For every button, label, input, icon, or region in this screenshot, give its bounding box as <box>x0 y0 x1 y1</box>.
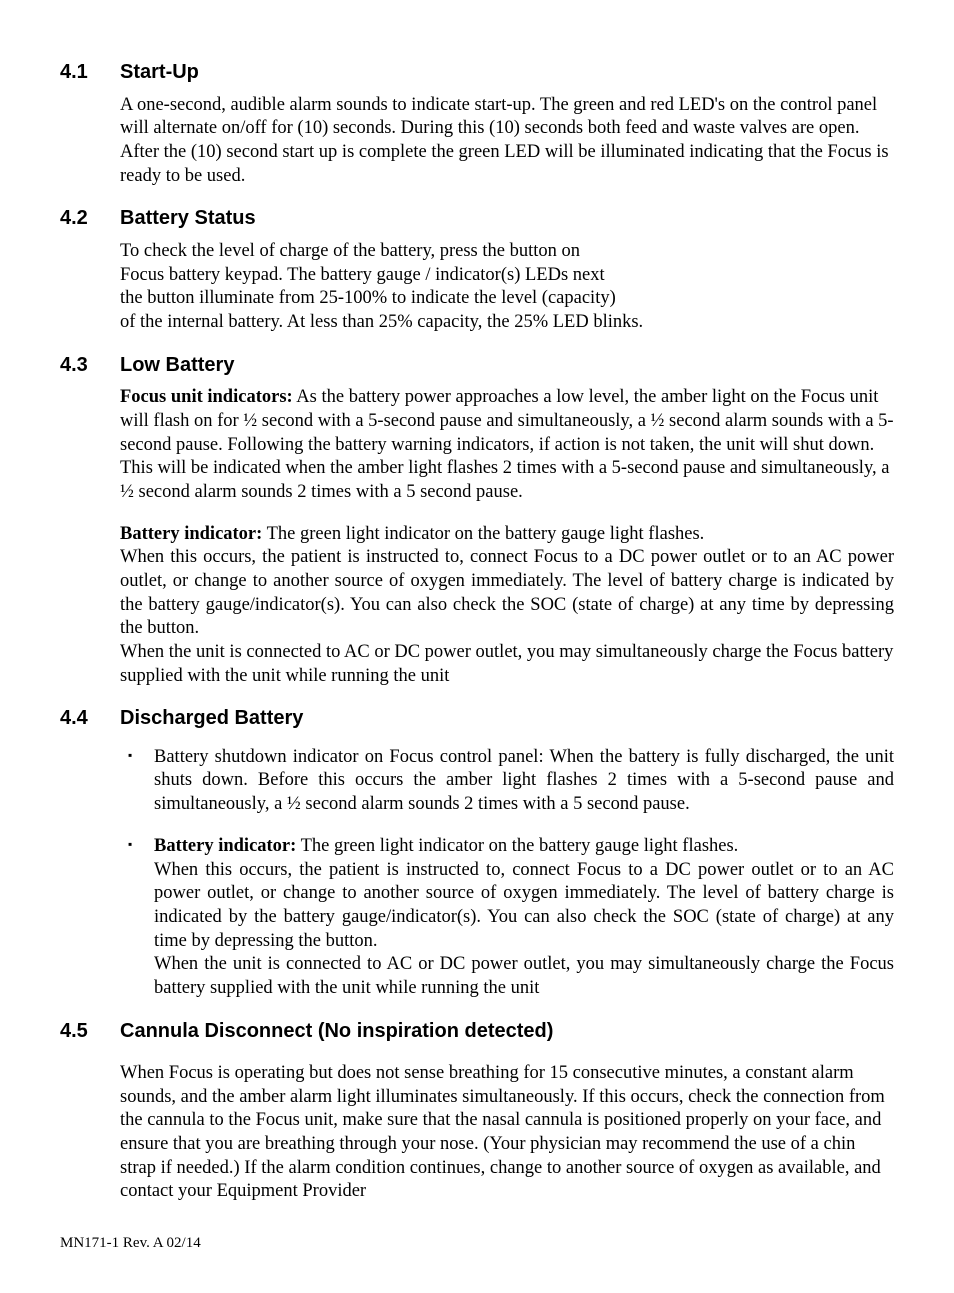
paragraph-text: Battery shutdown indicator on Focus cont… <box>154 747 894 814</box>
section-4-4: 4.4 Discharged Battery Battery shutdown … <box>60 706 894 1000</box>
paragraph-line: of the internal battery. At less than 25… <box>120 311 894 335</box>
section-title: Battery Status <box>120 206 256 232</box>
paragraph: A one-second, audible alarm sounds to in… <box>120 94 894 189</box>
paragraph: When Focus is operating but does not sen… <box>120 1062 894 1204</box>
section-number: 4.4 <box>60 706 120 732</box>
section-number: 4.5 <box>60 1019 120 1045</box>
section-number: 4.3 <box>60 353 120 379</box>
run-in-label: Battery indicator: <box>120 524 262 544</box>
section-number: 4.2 <box>60 206 120 232</box>
document-page: 4.1 Start-Up A one-second, audible alarm… <box>0 0 954 1293</box>
section-4-2: 4.2 Battery Status To check the level of… <box>60 206 894 334</box>
paragraph-line: Focus battery keypad. The battery gauge … <box>120 264 894 288</box>
section-heading: 4.4 Discharged Battery <box>60 706 894 732</box>
section-body: To check the level of charge of the batt… <box>120 240 894 335</box>
section-4-5: 4.5 Cannula Disconnect (No inspiration d… <box>60 1019 894 1205</box>
paragraph: Battery indicator: The green light indic… <box>120 523 894 547</box>
section-4-1: 4.1 Start-Up A one-second, audible alarm… <box>60 60 894 188</box>
section-title: Discharged Battery <box>120 706 303 732</box>
section-title: Start-Up <box>120 60 199 86</box>
section-heading: 4.2 Battery Status <box>60 206 894 232</box>
paragraph-text: The green light indicator on the battery… <box>262 524 704 544</box>
run-in-label: Battery indicator: <box>154 836 296 856</box>
paragraph-line: the button illuminate from 25-100% to in… <box>120 287 894 311</box>
section-body: When Focus is operating but does not sen… <box>120 1062 894 1204</box>
list-item: Battery indicator: The green light indic… <box>120 835 894 1001</box>
run-in-label: Focus unit indicators: <box>120 387 293 407</box>
paragraph: When this occurs, the patient is instruc… <box>120 546 894 641</box>
paragraph-text: The green light indicator on the battery… <box>296 836 738 856</box>
paragraph: When this occurs, the patient is instruc… <box>154 859 894 954</box>
paragraph: When the unit is connected to AC or DC p… <box>120 641 894 688</box>
section-body: A one-second, audible alarm sounds to in… <box>120 94 894 189</box>
paragraph: When the unit is connected to AC or DC p… <box>154 953 894 1000</box>
section-title: Low Battery <box>120 353 234 379</box>
list-item: Battery shutdown indicator on Focus cont… <box>120 746 894 817</box>
section-body: Focus unit indicators: As the battery po… <box>120 386 894 688</box>
paragraph-line: To check the level of charge of the batt… <box>120 240 894 264</box>
section-number: 4.1 <box>60 60 120 86</box>
bullet-list: Battery shutdown indicator on Focus cont… <box>120 746 894 1001</box>
section-heading: 4.5 Cannula Disconnect (No inspiration d… <box>60 1019 894 1045</box>
paragraph: Focus unit indicators: As the battery po… <box>120 386 894 504</box>
page-footer: MN171-1 Rev. A 02/14 <box>60 1234 894 1253</box>
section-heading: 4.3 Low Battery <box>60 353 894 379</box>
section-4-3: 4.3 Low Battery Focus unit indicators: A… <box>60 353 894 689</box>
section-title: Cannula Disconnect (No inspiration detec… <box>120 1019 553 1045</box>
section-heading: 4.1 Start-Up <box>60 60 894 86</box>
